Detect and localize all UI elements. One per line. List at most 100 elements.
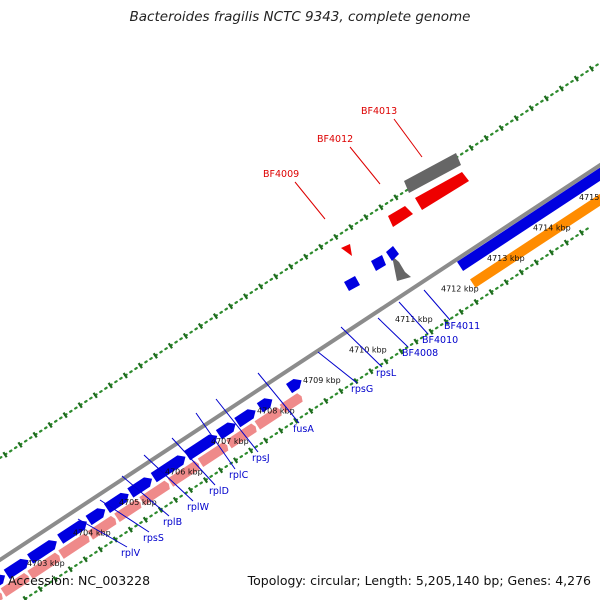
outer-tick-tick	[498, 124, 504, 132]
pink-block-10	[226, 423, 257, 449]
cds-block-1	[0, 574, 6, 586]
cds-block-bf4010	[386, 246, 399, 261]
outer-tick-tick	[468, 144, 474, 151]
outer-tick-tick	[348, 223, 354, 231]
inner-tick-tick	[398, 348, 404, 355]
accession-text: Accession: NC_003228	[8, 573, 151, 588]
kbp-label-11: 4713 kbp	[487, 254, 525, 263]
inner-tick-tick	[67, 566, 73, 573]
inner-tick-tick	[518, 269, 524, 276]
leader-line-rplV	[77, 518, 128, 548]
gene-label-BF4011: BF4011	[444, 321, 480, 332]
gene-label-rplD: rplD	[209, 486, 229, 497]
inner-tick-tick	[22, 595, 28, 600]
orange-track	[470, 193, 600, 288]
gene-label-BF4008: BF4008	[402, 348, 438, 359]
inner-tick-dots	[21, 224, 593, 600]
inner-tick-tick	[383, 358, 389, 365]
outer-tick-tick	[573, 75, 579, 82]
gene-labels-upper: BF4009 BF4012 BF4013	[263, 106, 423, 220]
outer-tick-tick	[137, 362, 143, 369]
outer-tick-track	[0, 61, 600, 460]
outer-tick-tick	[513, 115, 519, 122]
outer-tick-tick	[167, 342, 173, 349]
genome-backbone	[0, 162, 600, 563]
inner-tick-tick	[533, 259, 539, 266]
outer-tick-tick	[273, 273, 279, 280]
leader-line-BF4009	[294, 181, 326, 220]
feature-block-small-red	[341, 244, 352, 256]
gene-label-rplC: rplC	[229, 470, 249, 481]
outer-tick-tick	[107, 382, 113, 389]
outer-tick-tick	[212, 313, 219, 320]
backbone-line	[0, 162, 600, 563]
inner-tick-tick	[82, 556, 88, 563]
outer-tick-tick	[543, 95, 549, 102]
inner-tick-tick	[232, 457, 239, 464]
inner-tick-tick	[263, 437, 269, 444]
cds-block-3	[27, 540, 57, 564]
leader-line-rplC	[195, 412, 236, 470]
leader-line-BF4012	[349, 146, 381, 185]
outer-tick-tick	[393, 194, 399, 201]
pink-block-11	[254, 406, 282, 430]
outer-tick-tick	[483, 134, 489, 142]
inner-tick-tick	[473, 298, 479, 306]
outer-tick-tick	[122, 372, 128, 379]
outer-tick-tick	[182, 332, 188, 340]
pink-block-4	[58, 533, 90, 559]
inner-tick-tick	[97, 546, 103, 553]
cds-block-9	[184, 434, 218, 461]
leader-line-rpsJ	[215, 398, 259, 453]
outer-tick-tick	[558, 85, 564, 92]
gene-label-rplB: rplB	[163, 517, 182, 528]
cds-block-8	[150, 455, 186, 483]
scale-labels: 4703 kbp 4704 kbp 4705 kbp 4706 kbp 4707 kbp…	[27, 193, 600, 568]
feature-block-bf4012	[415, 172, 469, 210]
gene-label-rpsJ: rpsJ	[252, 453, 270, 464]
inner-tick-track	[21, 224, 593, 600]
orange-block	[470, 193, 600, 288]
inner-tick-tick	[187, 486, 194, 494]
outer-tick-tick	[92, 392, 98, 399]
cds-block-10	[215, 422, 236, 440]
kbp-label-13: 4715 kbp	[579, 193, 600, 202]
cds-block-bf4008	[371, 255, 386, 271]
inner-tick-tick	[548, 249, 554, 256]
kbp-label-9: 4711 kbp	[395, 315, 433, 324]
inner-tick-tick	[308, 407, 314, 414]
inner-tick-tick	[217, 467, 224, 474]
leader-line-rpsS	[99, 499, 150, 533]
cds-block-bf4011	[344, 276, 360, 291]
inner-tick-tick	[428, 328, 434, 335]
gene-label-BF4012: BF4012	[317, 134, 353, 145]
gene-label-fusA: fusA	[293, 424, 314, 435]
inner-tick-tick	[142, 516, 148, 523]
outer-tick-tick	[288, 263, 294, 270]
inner-tick-tick	[202, 477, 209, 484]
kbp-label-6: 4708 kbp	[257, 407, 295, 416]
cds-block-5	[85, 508, 106, 526]
outer-tick-tick	[363, 214, 369, 221]
outer-tick-tick	[17, 441, 23, 448]
kbp-label-12: 4714 kbp	[533, 224, 571, 233]
kbp-label-2: 4704 kbp	[73, 529, 111, 538]
leader-line-rplD	[171, 437, 216, 486]
leader-line-rplW	[143, 454, 194, 502]
leader-line-rpsL	[340, 326, 383, 368]
leader-line-BF4010	[398, 301, 429, 335]
gene-label-rpsL: rpsL	[376, 368, 397, 379]
outer-tick-tick	[588, 65, 594, 72]
cds-block-long	[457, 167, 600, 271]
outer-tick-tick	[47, 421, 53, 429]
inner-tick-tick	[127, 526, 133, 533]
inner-tick-tick	[37, 585, 43, 593]
inner-tick-tick	[248, 447, 254, 454]
kbp-label-1: 4703 kbp	[27, 559, 65, 568]
leader-line-rpsG	[317, 351, 358, 384]
outer-tick-tick	[62, 411, 68, 419]
inner-tick-tick	[338, 387, 344, 395]
leader-line-BF4013	[393, 118, 423, 158]
kbp-label-7: 4709 kbp	[303, 376, 341, 385]
